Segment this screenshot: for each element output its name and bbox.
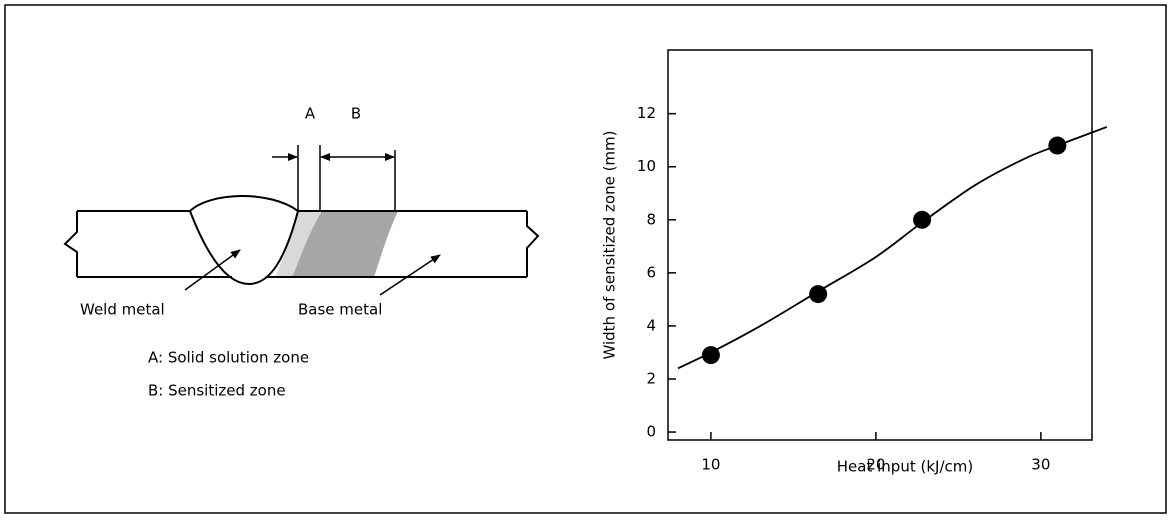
diagram-legend: A: Solid solution zone (148, 349, 309, 367)
dimension-lines (297, 145, 396, 211)
plate (77, 210, 527, 278)
y-tick-label: 10 (637, 157, 656, 175)
y-tick-label: 8 (646, 210, 656, 228)
diagram-label: Base metal (298, 301, 382, 319)
dimension-label: B (351, 105, 361, 123)
y-tick-label: 4 (646, 316, 656, 334)
fit-curve (677, 126, 1108, 370)
break-right (526, 211, 540, 277)
data-point (701, 346, 720, 365)
plot-frame (667, 49, 1093, 441)
solid-solution-zone (275, 211, 322, 277)
pointer-arrow (184, 249, 241, 291)
y-tick-label: 0 (646, 423, 656, 441)
diagram-legend: B: Sensitized zone (148, 382, 286, 400)
data-point (809, 285, 828, 304)
data-point (913, 210, 932, 229)
sensitized-zone (292, 211, 398, 277)
dimension-label: A (305, 105, 316, 123)
x-tick-label: 20 (866, 456, 885, 474)
y-axis-label: Width of sensitized zone (mm) (601, 130, 619, 359)
weld-cap (189, 195, 299, 212)
diagram-label: Weld metal (80, 301, 165, 319)
chart: Heat input (kJ/cm) Width of sensitized z… (601, 49, 1108, 476)
data-point (1048, 136, 1067, 155)
fusion-line (189, 210, 299, 286)
pointer-arrow (379, 254, 441, 296)
frame (4, 4, 1167, 514)
y-tick-label: 2 (646, 369, 656, 387)
x-tick-label: 30 (1031, 456, 1050, 474)
y-tick-label: 12 (637, 104, 656, 122)
break-left (63, 211, 78, 277)
weld-diagram (63, 145, 540, 296)
y-tick-label: 6 (646, 263, 656, 281)
x-tick-label: 10 (701, 456, 720, 474)
x-axis-label: Heat input (kJ/cm) (837, 458, 973, 476)
